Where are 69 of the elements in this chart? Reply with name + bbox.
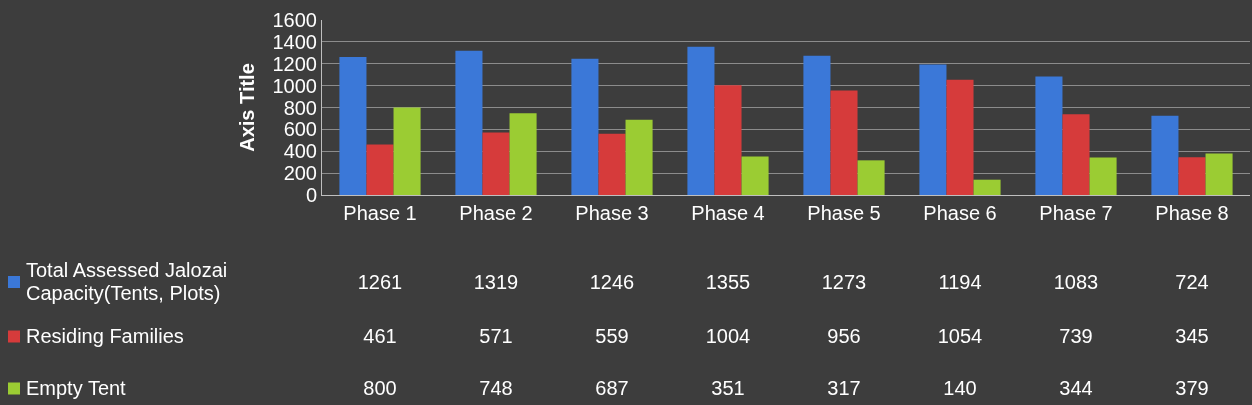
data-label: 800 <box>363 376 397 400</box>
x-tick-label: Phase 6 <box>923 202 997 224</box>
bar <box>625 119 653 195</box>
bar <box>741 156 769 195</box>
x-tick-label: Phase 4 <box>691 202 765 224</box>
bar <box>509 113 537 195</box>
bar <box>482 132 510 195</box>
y-tick-label: 600 <box>283 118 317 141</box>
bar <box>973 179 1001 195</box>
data-label: 724 <box>1175 270 1209 294</box>
bar <box>687 46 715 195</box>
data-label: 1273 <box>821 270 867 294</box>
y-tick-label: 1000 <box>272 74 317 97</box>
bar <box>1205 153 1233 195</box>
y-tick-label: 200 <box>283 162 317 185</box>
data-label: 344 <box>1059 376 1093 400</box>
bar <box>1089 157 1117 195</box>
bar <box>1178 157 1206 195</box>
data-label: 317 <box>827 376 861 400</box>
bar <box>714 85 742 195</box>
legend-label: Total Assessed Jalozai Capacity(Tents, Plots) <box>26 259 229 305</box>
y-tick-label: 0 <box>305 184 317 206</box>
y-tick-label: 400 <box>283 140 317 163</box>
data-label: 1246 <box>589 270 635 294</box>
x-tick-label: Phase 2 <box>459 202 533 224</box>
y-tick-label: 1600 <box>272 9 317 31</box>
data-label: 956 <box>827 324 861 348</box>
legend-label: Residing Families <box>26 324 184 348</box>
bar <box>1151 115 1179 195</box>
data-label: 1004 <box>705 324 751 348</box>
data-label: 1319 <box>473 270 519 294</box>
y-axis-title: Axis Title <box>236 63 258 152</box>
bar <box>393 107 421 195</box>
bar <box>803 55 831 195</box>
data-label: 748 <box>479 376 513 400</box>
data-label: 1355 <box>705 270 751 294</box>
data-label: 739 <box>1059 324 1093 348</box>
data-label: 1054 <box>937 324 983 348</box>
bar <box>919 64 947 195</box>
bar <box>830 90 858 195</box>
data-label: 351 <box>711 376 745 400</box>
data-label: 1083 <box>1053 270 1099 294</box>
data-label: 571 <box>479 324 513 348</box>
y-tick-label: 800 <box>283 96 317 119</box>
y-tick-label: 1200 <box>272 52 317 75</box>
bar <box>455 50 483 195</box>
bar <box>1062 114 1090 195</box>
data-label: 345 <box>1175 324 1209 348</box>
data-label: 1261 <box>357 270 403 294</box>
data-label: 1194 <box>938 270 982 294</box>
data-label: 379 <box>1175 376 1209 400</box>
bar <box>1035 76 1063 195</box>
x-tick-label: Phase 8 <box>1155 202 1229 224</box>
x-tick-label: Phase 1 <box>343 202 417 224</box>
data-label: 559 <box>595 324 629 348</box>
bar <box>571 58 599 195</box>
y-tick-label: 1400 <box>272 30 317 53</box>
x-tick-label: Phase 5 <box>807 202 881 224</box>
bar <box>857 160 885 195</box>
bar <box>339 57 367 195</box>
x-tick-label: Phase 7 <box>1039 202 1113 224</box>
bar <box>598 133 626 195</box>
bar <box>946 79 974 195</box>
data-label: 140 <box>943 376 977 400</box>
x-tick-label: Phase 3 <box>575 202 649 224</box>
data-label: 687 <box>595 376 629 400</box>
bar <box>366 144 394 195</box>
legend-label: Empty Tent <box>26 376 126 400</box>
data-label: 461 <box>363 324 397 348</box>
